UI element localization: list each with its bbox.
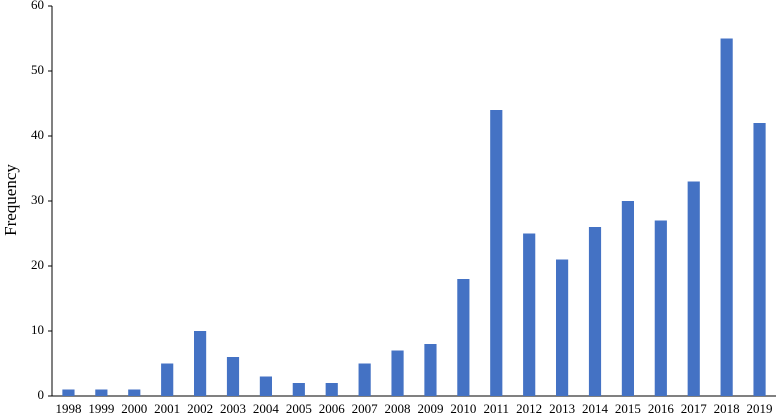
bar xyxy=(457,279,470,396)
bar xyxy=(292,383,305,396)
x-tick-label: 2015 xyxy=(615,401,641,416)
bar xyxy=(720,38,733,396)
x-tick-label: 2012 xyxy=(516,401,542,416)
x-tick-label: 2014 xyxy=(582,401,609,416)
bar xyxy=(490,110,503,396)
x-tick-label: 2011 xyxy=(484,401,510,416)
x-tick-label: 2005 xyxy=(286,401,312,416)
bar xyxy=(654,220,667,396)
y-tick-label: 40 xyxy=(31,127,44,142)
x-tick-label: 2019 xyxy=(747,401,773,416)
bar xyxy=(588,227,602,396)
bar xyxy=(556,259,569,396)
x-tick-label: 2006 xyxy=(319,401,346,416)
x-tick-label: 1998 xyxy=(55,401,81,416)
bar xyxy=(523,233,536,396)
bar xyxy=(161,363,174,396)
bar xyxy=(95,389,108,396)
y-tick-label: 0 xyxy=(38,387,45,402)
x-tick-label: 2007 xyxy=(352,401,379,416)
bar xyxy=(325,383,338,396)
bar xyxy=(753,123,766,396)
bar xyxy=(62,389,75,396)
x-tick-label: 2000 xyxy=(121,401,147,416)
y-tick-label: 20 xyxy=(31,257,44,272)
x-tick-label: 2004 xyxy=(253,401,280,416)
bar xyxy=(621,201,634,396)
y-tick-label: 50 xyxy=(31,62,44,77)
bar xyxy=(194,331,207,396)
x-tick-label: 2001 xyxy=(154,401,180,416)
x-tick-label: 2018 xyxy=(714,401,740,416)
bar xyxy=(259,376,272,396)
bar xyxy=(424,344,437,396)
x-tick-label: 2003 xyxy=(220,401,246,416)
y-axis-label: Frequency xyxy=(1,164,20,236)
x-tick-label: 1999 xyxy=(88,401,114,416)
x-tick-label: 2013 xyxy=(549,401,575,416)
y-tick-label: 60 xyxy=(31,0,44,12)
y-tick-label: 10 xyxy=(31,322,44,337)
x-tick-label: 2008 xyxy=(385,401,411,416)
x-tick-label: 2010 xyxy=(450,401,476,416)
bar xyxy=(391,350,404,396)
bar xyxy=(687,181,700,396)
x-tick-label: 2002 xyxy=(187,401,213,416)
bar xyxy=(226,357,240,396)
bar xyxy=(128,389,141,396)
x-tick-label: 2016 xyxy=(648,401,675,416)
y-tick-label: 30 xyxy=(31,192,44,207)
x-tick-label: 2009 xyxy=(417,401,443,416)
x-tick-label: 2017 xyxy=(681,401,708,416)
bar xyxy=(358,363,371,396)
